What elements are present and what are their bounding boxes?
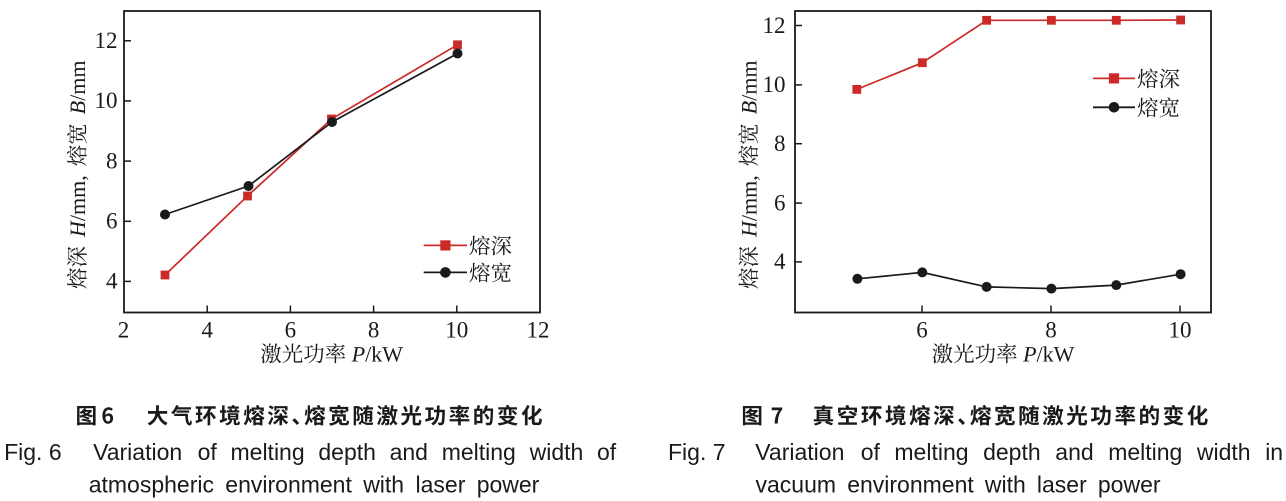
- svg-text:depth: depth: [983, 439, 1041, 465]
- svg-text:4: 4: [201, 317, 213, 342]
- svg-text:10: 10: [1169, 317, 1192, 342]
- svg-text:melting: melting: [1108, 439, 1182, 465]
- svg-text:6: 6: [106, 209, 118, 234]
- svg-text:12: 12: [763, 13, 786, 38]
- svg-text:6: 6: [285, 317, 297, 342]
- svg-text:vacuum: vacuum: [756, 472, 837, 498]
- svg-text:environment: environment: [225, 472, 352, 498]
- svg-text:2: 2: [118, 317, 130, 342]
- svg-text:8: 8: [368, 317, 380, 342]
- svg-text:in: in: [1265, 439, 1283, 465]
- svg-text:atmospheric: atmospheric: [89, 472, 214, 498]
- svg-text:and: and: [390, 439, 428, 465]
- svg-text:Variation: Variation: [755, 439, 844, 465]
- svg-text:10: 10: [445, 317, 468, 342]
- svg-text:6: 6: [916, 317, 928, 342]
- svg-text:4: 4: [774, 249, 786, 274]
- svg-text:width: width: [1196, 439, 1251, 465]
- svg-text:width: width: [529, 439, 584, 465]
- svg-text:8: 8: [106, 148, 118, 173]
- svg-text:of: of: [597, 439, 617, 465]
- svg-text:power: power: [477, 472, 540, 498]
- svg-text:laser: laser: [1037, 472, 1087, 498]
- svg-text:10: 10: [95, 88, 118, 113]
- svg-text:laser: laser: [416, 472, 466, 498]
- svg-text:melting: melting: [442, 439, 516, 465]
- svg-text:power: power: [1098, 472, 1161, 498]
- svg-text:of: of: [198, 439, 218, 465]
- svg-text:8: 8: [774, 131, 786, 156]
- svg-text:4: 4: [106, 269, 118, 294]
- svg-text:with: with: [362, 472, 404, 498]
- svg-text:12: 12: [95, 28, 118, 53]
- svg-text:depth: depth: [318, 439, 376, 465]
- svg-text:melting: melting: [894, 439, 968, 465]
- svg-text:Fig. 6: Fig. 6: [4, 439, 62, 465]
- svg-text:Variation: Variation: [93, 439, 182, 465]
- svg-text:Fig. 7: Fig. 7: [668, 439, 726, 465]
- svg-text:6: 6: [774, 190, 786, 215]
- svg-text:of: of: [861, 439, 881, 465]
- svg-text:10: 10: [763, 72, 786, 97]
- svg-text:environment: environment: [847, 472, 974, 498]
- svg-text:and: and: [1055, 439, 1093, 465]
- svg-text:12: 12: [527, 317, 550, 342]
- svg-text:with: with: [984, 472, 1026, 498]
- svg-text:melting: melting: [231, 439, 305, 465]
- svg-text:8: 8: [1045, 317, 1057, 342]
